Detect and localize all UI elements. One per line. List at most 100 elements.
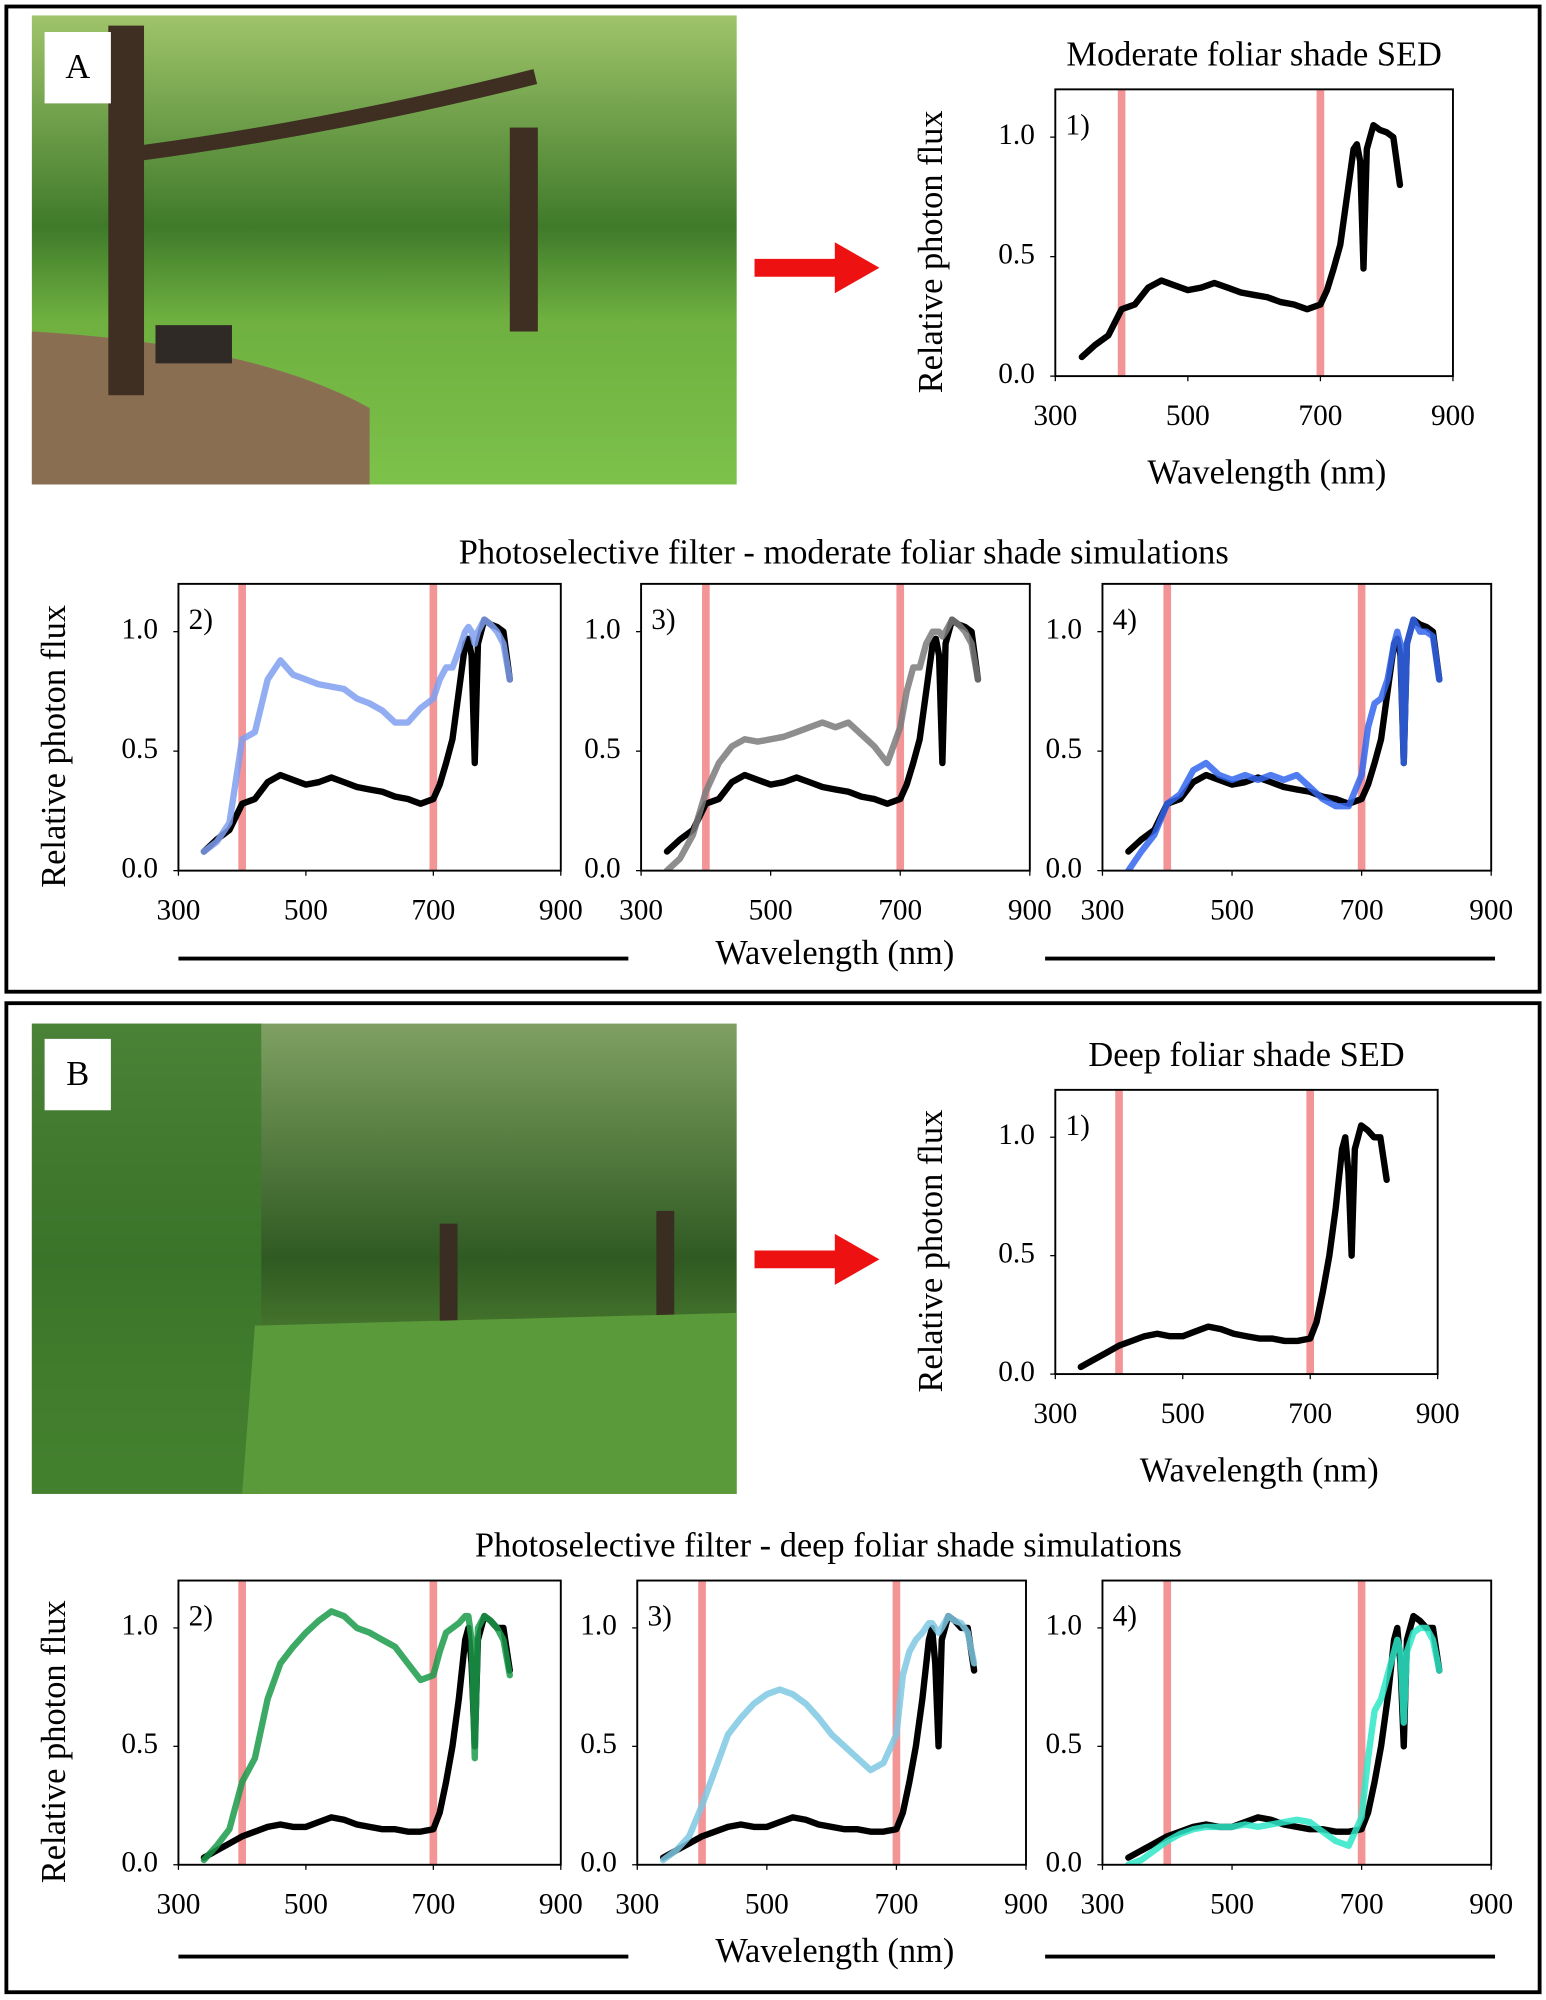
data-line bbox=[200, 616, 513, 855]
plot-frame bbox=[177, 582, 562, 872]
data-line bbox=[663, 616, 982, 855]
y-tick-label: 1.0 bbox=[584, 613, 621, 645]
panel-number: 1) bbox=[1066, 109, 1090, 141]
plot-frame bbox=[1054, 1088, 1439, 1376]
reference-band bbox=[238, 1580, 246, 1865]
y-tick-label: 0.5 bbox=[1045, 733, 1082, 765]
chart: 300 500 700 900 0.0 0.5 1.0 2) Relative photon f… bbox=[35, 1579, 583, 1921]
y-tick-label: 1.0 bbox=[998, 1119, 1035, 1151]
x-tick-label: 300 bbox=[156, 1889, 200, 1921]
panel-number: 2) bbox=[189, 1601, 213, 1633]
y-axis-label: Relative photon flux bbox=[912, 110, 950, 393]
chart: 300 500 700 900 0.0 0.5 1.0 4) bbox=[1045, 1579, 1513, 1921]
reference-band bbox=[1163, 1580, 1172, 1865]
x-tick-label: 700 bbox=[874, 1889, 918, 1921]
y-tick-label: 0.5 bbox=[998, 1237, 1035, 1269]
y-tick-label: 0.0 bbox=[1045, 852, 1082, 884]
x-tick-label: 300 bbox=[1080, 1889, 1124, 1921]
panel-number: 4) bbox=[1113, 604, 1137, 636]
x-tick-label: 500 bbox=[745, 1889, 789, 1921]
x-tick-label: 700 bbox=[1298, 400, 1342, 432]
reference-band bbox=[429, 583, 438, 871]
panel-frame bbox=[4, 1001, 1542, 1995]
x-tick-label: 300 bbox=[619, 894, 663, 926]
chart: 300 500 700 900 0.0 0.5 1.0 4) bbox=[1045, 582, 1513, 926]
x-tick-label: 300 bbox=[1033, 1398, 1077, 1430]
group-title: Photoselective filter - deep foliar shad… bbox=[475, 1527, 1182, 1565]
data-line bbox=[1077, 1122, 1390, 1371]
reference-band bbox=[702, 583, 710, 871]
y-tick-label: 0.5 bbox=[998, 238, 1035, 270]
chart-title: Moderate foliar shade SED bbox=[1066, 35, 1441, 73]
plot-frame bbox=[1054, 88, 1454, 378]
y-tick-label: 0.5 bbox=[121, 733, 158, 765]
panel-label: A bbox=[65, 48, 90, 86]
reference-band bbox=[238, 583, 246, 871]
x-tick-label: 900 bbox=[1469, 894, 1513, 926]
reference-band bbox=[429, 1580, 438, 1865]
panel-number: 4) bbox=[1113, 1601, 1137, 1633]
plot-frame bbox=[1101, 582, 1493, 872]
y-tick-label: 0.5 bbox=[1045, 1728, 1082, 1760]
x-tick-label: 700 bbox=[411, 1889, 455, 1921]
x-tick-label: 700 bbox=[878, 894, 922, 926]
plot-frame bbox=[640, 582, 1031, 872]
x-tick-label: 900 bbox=[1416, 1398, 1460, 1430]
reference-band bbox=[1357, 1580, 1366, 1865]
y-tick-label: 1.0 bbox=[121, 1610, 158, 1642]
reference-band bbox=[698, 1580, 706, 1865]
y-tick-label: 0.0 bbox=[580, 1846, 617, 1878]
x-tick-label: 500 bbox=[1161, 1398, 1205, 1430]
x-tick-label: 500 bbox=[1210, 894, 1254, 926]
x-tick-label: 300 bbox=[156, 894, 200, 926]
data-line bbox=[659, 1612, 978, 1861]
group-x-label: Wavelength (nm) bbox=[715, 934, 954, 972]
data-line bbox=[1125, 616, 1443, 871]
chart-title: Deep foliar shade SED bbox=[1088, 1036, 1404, 1074]
y-tick-label: 0.0 bbox=[584, 852, 621, 884]
y-tick-label: 0.5 bbox=[584, 733, 621, 765]
y-axis-label: Relative photon flux bbox=[35, 1600, 73, 1883]
x-tick-label: 500 bbox=[1166, 400, 1210, 432]
photo bbox=[31, 1023, 737, 1494]
panel-number: 3) bbox=[647, 1601, 671, 1633]
y-tick-label: 1.0 bbox=[1045, 1610, 1082, 1642]
data-line bbox=[663, 616, 982, 871]
y-tick-label: 1.0 bbox=[1045, 613, 1082, 645]
y-tick-label: 1.0 bbox=[121, 613, 158, 645]
x-tick-label: 900 bbox=[539, 894, 583, 926]
x-tick-label: 900 bbox=[1431, 400, 1475, 432]
reference-band bbox=[1316, 89, 1325, 377]
x-tick-label: 900 bbox=[1008, 894, 1052, 926]
chart: 300 500 700 900 0.0 0.5 1.0 3) bbox=[584, 582, 1052, 926]
y-tick-label: 1.0 bbox=[580, 1610, 617, 1642]
chart: 300 500 700 900 0.0 0.5 1.0 1) Deep foliar shade… bbox=[912, 1036, 1460, 1489]
data-line bbox=[200, 616, 513, 855]
x-tick-label: 700 bbox=[1340, 894, 1384, 926]
x-tick-label: 700 bbox=[1288, 1398, 1332, 1430]
reference-band bbox=[1117, 89, 1126, 377]
y-axis-label: Relative photon flux bbox=[912, 1110, 950, 1393]
x-tick-label: 500 bbox=[749, 894, 793, 926]
y-tick-label: 0.0 bbox=[1045, 1846, 1082, 1878]
x-tick-label: 500 bbox=[1210, 1889, 1254, 1921]
y-tick-label: 0.0 bbox=[121, 852, 158, 884]
y-tick-label: 0.5 bbox=[121, 1728, 158, 1760]
group-title: Photoselective filter - moderate foliar … bbox=[459, 534, 1229, 572]
plot-frame bbox=[1101, 1579, 1493, 1866]
x-tick-label: 300 bbox=[615, 1889, 659, 1921]
arrow bbox=[754, 1233, 880, 1285]
x-axis-label: Wavelength (nm) bbox=[1140, 1451, 1379, 1489]
panel-label: B bbox=[66, 1055, 89, 1093]
plot-frame bbox=[636, 1579, 1027, 1866]
reference-band bbox=[1115, 1089, 1123, 1375]
group-x-label: Wavelength (nm) bbox=[715, 1932, 954, 1970]
x-tick-label: 900 bbox=[539, 1889, 583, 1921]
chart: 300 500 700 900 0.0 0.5 1.0 2) Relative photon f… bbox=[35, 582, 583, 926]
panel-number: 3) bbox=[651, 604, 675, 636]
data-line bbox=[1078, 121, 1404, 361]
plot-frame bbox=[177, 1579, 562, 1866]
panel-label-box bbox=[44, 1038, 111, 1111]
reference-band bbox=[1357, 583, 1366, 871]
y-tick-label: 0.5 bbox=[580, 1728, 617, 1760]
